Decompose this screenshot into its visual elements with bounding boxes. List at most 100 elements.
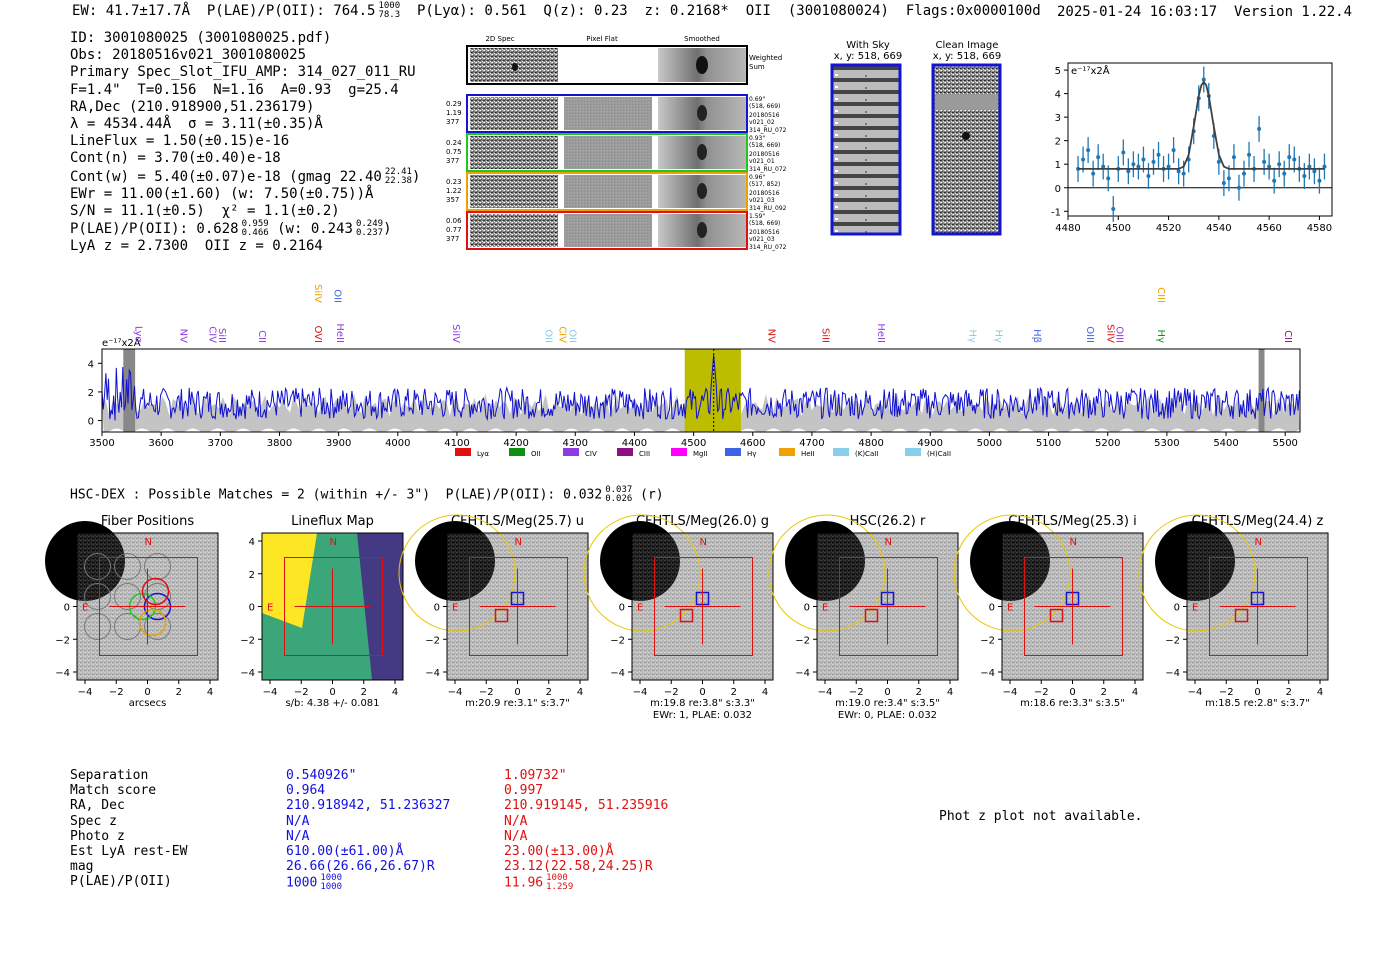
x-tick-label: 4580 [1307, 223, 1332, 234]
x-tick-label: 5200 [1095, 438, 1120, 449]
compare-row: P(LAE)/P(OII) 1000 1000 1000 11.96 1000 1.259 [70, 874, 573, 892]
cutout-meta: 314_RU_072 [749, 166, 787, 173]
cutout-meta: 1.59" [749, 213, 765, 220]
legend-label: CIII [639, 450, 650, 458]
fiber [144, 613, 171, 640]
data-point [1292, 157, 1297, 162]
y-tick-label: 4 [88, 359, 94, 370]
pixel-flat-image [564, 136, 652, 169]
ra-dec: RA,Dec (210.918900,51.236179) [70, 98, 315, 115]
panel-title: Lineflux Map [291, 514, 374, 529]
x-tick-label: −2 [1219, 687, 1234, 698]
clean-image-title: Clean Image [936, 40, 999, 51]
x-tick-label: 4400 [622, 438, 647, 449]
cutout-meta: (518, 669) [749, 142, 780, 149]
data-point [1076, 166, 1081, 171]
compare-label: Match score [70, 783, 157, 799]
match2-plae-range: 1000 1.259 [546, 873, 574, 893]
col-smoothed: Smoothed [684, 35, 720, 43]
compare-row: Match score 0.964 0.997 [70, 783, 543, 799]
y-tick-label: 1 [1055, 160, 1061, 171]
x-tick-label: 4800 [858, 438, 883, 449]
panel-title: CFHTLS/Meg(25.7) u [451, 514, 584, 529]
y-tick-label: 2 [249, 570, 255, 581]
cutout-stat: 1.19 [446, 109, 462, 117]
line-fit-chart: 4480 4500 4520 4540 4560 4580 -1 0 1 2 3 4 5 e⁻¹⁷x2Å [1051, 62, 1333, 234]
masked-region [1258, 349, 1265, 432]
cutout-stat: 0.29 [446, 100, 462, 108]
x-tick-label: 4 [577, 687, 583, 698]
search-box [1209, 557, 1308, 656]
cutout-stat: 1.22 [446, 187, 462, 195]
search-box [284, 557, 383, 656]
x-tick-label: −2 [849, 687, 864, 698]
aperture-ellipse [1138, 514, 1256, 632]
spectral-line-label: OII [332, 289, 343, 303]
x-tick-label: 4600 [740, 438, 765, 449]
fiber [84, 613, 111, 640]
compare-row: Separation 0.540926" 1.09732" [70, 768, 567, 783]
spectral-line-label: CIV [207, 326, 218, 343]
east-label: E [1192, 603, 1198, 614]
aperture-ellipse [953, 514, 1071, 632]
plae-ratio: P(LAE)/P(OII): 0.628 0.959 0.466 (w: 0.243… [70, 219, 392, 239]
sky-cutouts: With Sky x, y: 518, 669 Clean Image x, y… [830, 40, 1002, 236]
hsc-dex-summary: HSC-DEX : Possible Matches = 2 (within +… [70, 485, 664, 504]
clean-image [931, 63, 1002, 236]
col-2d-spec: 2D Spec [485, 35, 514, 43]
image-panel: Fiber Positions N E −4 −2 0 2 4 4 2 0 −2 −4 arcsecs [45, 514, 219, 709]
match2-value: 11.96 1000 1.259 [504, 873, 574, 893]
y-tick-label: 0 [249, 603, 255, 614]
panel-title: HSC(26.2) r [850, 514, 926, 529]
spectral-line-label: CII [256, 330, 267, 343]
cutout-meta: 314_RU_072 [749, 244, 787, 251]
compare-label: Est LyA rest-EW [70, 843, 188, 859]
spectral-line-label: HeII [875, 323, 886, 343]
data-point [1247, 152, 1252, 157]
panel-title: CFHTLS/Meg(24.4) z [1192, 514, 1324, 529]
line-flux: LineFlux = 1.50(±0.15)e-16 [70, 133, 290, 150]
with-sky-title: With Sky [846, 40, 890, 51]
x-tick-label: 0 [329, 687, 335, 698]
panel-title: Fiber Positions [101, 514, 194, 529]
legend-swatch [671, 448, 687, 456]
data-point [1277, 162, 1282, 167]
cutout-meta: 0.96" [749, 174, 765, 181]
data-point [1282, 171, 1287, 176]
cont-n: Cont(n) = 3.70(±0.40)e-18 [70, 150, 281, 167]
match1-value: 210.918942, 51.236327 [286, 798, 451, 814]
image-panel: CFHTLS/Meg(25.7) uNE−4 −2 0 2 4420−2−4m:20.9… [398, 514, 589, 709]
y-tick-label: −2 [980, 635, 995, 646]
spectral-line-label: OIII [1114, 326, 1125, 343]
legend-swatch [905, 448, 921, 456]
legend-label: OII [531, 450, 541, 458]
x-tick-label: 3600 [148, 438, 173, 449]
cutout-stat: 0.75 [446, 148, 462, 156]
cont-w: Cont(w) = 5.40(±0.07)e-18 (gmag 22.40 22.… [70, 166, 421, 186]
pixel-flat-image [564, 214, 652, 247]
search-box [654, 557, 753, 656]
data-point [1101, 164, 1106, 169]
x-tick-label: −4 [448, 687, 463, 698]
spectral-line-label: CII [1282, 330, 1293, 343]
y-tick-label: −4 [425, 668, 440, 679]
y-tick-label: 5 [1055, 66, 1061, 77]
x-tick-label: 2 [546, 687, 552, 698]
x-tick-label: 5400 [1213, 438, 1238, 449]
y-tick-label: −2 [425, 635, 440, 646]
ew-rest: EWr = 11.00(±1.60) (w: 7.50(±0.75))Å [70, 185, 374, 202]
x-tick-label: 4 [1132, 687, 1138, 698]
x-tick-label: 0 [699, 687, 705, 698]
spectral-line-label: Hγ [966, 330, 977, 344]
spectrum-line [101, 354, 1300, 422]
legend-label: Lyα [477, 450, 489, 458]
x-tick-label: −4 [78, 687, 93, 698]
data-point [1146, 173, 1151, 178]
aperture-ellipse [768, 514, 886, 632]
cutout-stat: 0.77 [446, 226, 462, 234]
east-label: E [1007, 603, 1013, 614]
match2-value: 0.997 [504, 783, 544, 799]
cutout-meta: (517, 852) [749, 181, 780, 188]
smoothed-source [697, 183, 707, 199]
x-tick-label: 4500 [1106, 223, 1131, 234]
